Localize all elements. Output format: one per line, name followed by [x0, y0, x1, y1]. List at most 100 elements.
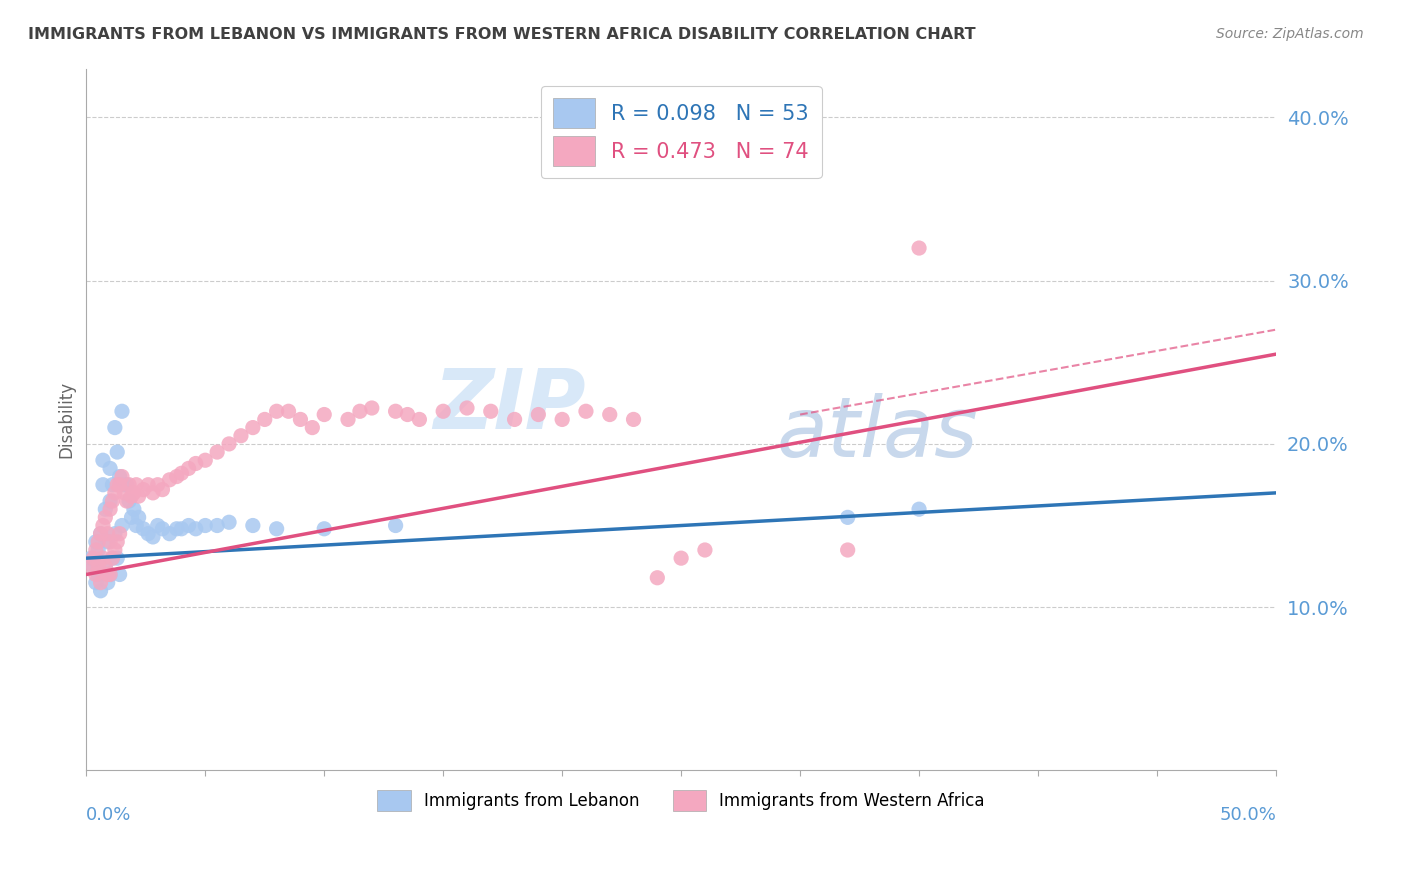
- Point: [115, 477, 138, 491]
- Point: [142, 486, 165, 500]
- Point: [159, 473, 181, 487]
- Point: [80, 551, 103, 566]
- Point: [152, 522, 174, 536]
- Point: [118, 477, 141, 491]
- Point: [360, 401, 382, 415]
- Legend: Immigrants from Lebanon, Immigrants from Western Africa: Immigrants from Lebanon, Immigrants from…: [371, 783, 991, 818]
- Point: [194, 518, 217, 533]
- Point: [277, 404, 299, 418]
- Point: [82, 551, 104, 566]
- Point: [166, 522, 188, 536]
- Point: [112, 477, 135, 491]
- Point: [97, 575, 120, 590]
- Point: [242, 420, 264, 434]
- Point: [908, 241, 931, 255]
- Point: [121, 489, 143, 503]
- Point: [94, 502, 117, 516]
- Point: [218, 437, 240, 451]
- Point: [84, 575, 107, 590]
- Point: [551, 412, 574, 426]
- Point: [90, 526, 112, 541]
- Point: [98, 502, 121, 516]
- Point: [253, 412, 276, 426]
- Point: [84, 534, 107, 549]
- Point: [91, 477, 114, 491]
- Point: [242, 518, 264, 533]
- Y-axis label: Disability: Disability: [58, 381, 75, 458]
- Point: [84, 543, 107, 558]
- Point: [337, 412, 360, 426]
- Point: [90, 583, 112, 598]
- Point: [87, 559, 110, 574]
- Point: [104, 526, 127, 541]
- Point: [97, 534, 120, 549]
- Point: [599, 408, 621, 422]
- Point: [290, 412, 312, 426]
- Point: [184, 522, 207, 536]
- Point: [98, 567, 121, 582]
- Point: [122, 502, 145, 516]
- Point: [104, 420, 127, 434]
- Point: [80, 559, 103, 574]
- Point: [90, 575, 112, 590]
- Point: [229, 429, 252, 443]
- Point: [132, 522, 155, 536]
- Point: [177, 461, 200, 475]
- Point: [94, 559, 117, 574]
- Point: [125, 518, 148, 533]
- Point: [104, 486, 127, 500]
- Point: [166, 469, 188, 483]
- Point: [97, 526, 120, 541]
- Point: [384, 518, 406, 533]
- Point: [108, 567, 131, 582]
- Point: [205, 518, 228, 533]
- Text: ZIP: ZIP: [433, 365, 586, 446]
- Point: [98, 461, 121, 475]
- Point: [101, 494, 124, 508]
- Point: [218, 515, 240, 529]
- Point: [503, 412, 526, 426]
- Text: IMMIGRANTS FROM LEBANON VS IMMIGRANTS FROM WESTERN AFRICA DISABILITY CORRELATION: IMMIGRANTS FROM LEBANON VS IMMIGRANTS FR…: [28, 27, 976, 42]
- Point: [108, 477, 131, 491]
- Point: [647, 571, 669, 585]
- Point: [177, 518, 200, 533]
- Point: [91, 551, 114, 566]
- Point: [111, 469, 134, 483]
- Point: [170, 522, 193, 536]
- Point: [908, 502, 931, 516]
- Point: [575, 404, 598, 418]
- Point: [384, 404, 406, 418]
- Point: [87, 567, 110, 582]
- Point: [194, 453, 217, 467]
- Point: [94, 559, 117, 574]
- Point: [142, 530, 165, 544]
- Point: [314, 522, 336, 536]
- Point: [128, 510, 150, 524]
- Point: [91, 453, 114, 467]
- Point: [184, 457, 207, 471]
- Point: [159, 526, 181, 541]
- Point: [122, 486, 145, 500]
- Point: [98, 567, 121, 582]
- Point: [91, 518, 114, 533]
- Text: Source: ZipAtlas.com: Source: ZipAtlas.com: [1216, 27, 1364, 41]
- Point: [146, 477, 169, 491]
- Text: atlas: atlas: [776, 393, 979, 474]
- Point: [108, 526, 131, 541]
- Point: [693, 543, 716, 558]
- Point: [118, 494, 141, 508]
- Point: [128, 489, 150, 503]
- Point: [349, 404, 371, 418]
- Point: [104, 543, 127, 558]
- Text: 50.0%: 50.0%: [1219, 806, 1277, 824]
- Point: [101, 477, 124, 491]
- Point: [205, 445, 228, 459]
- Point: [479, 404, 502, 418]
- Point: [170, 467, 193, 481]
- Point: [125, 477, 148, 491]
- Point: [623, 412, 645, 426]
- Point: [314, 408, 336, 422]
- Point: [90, 526, 112, 541]
- Point: [408, 412, 430, 426]
- Point: [105, 445, 128, 459]
